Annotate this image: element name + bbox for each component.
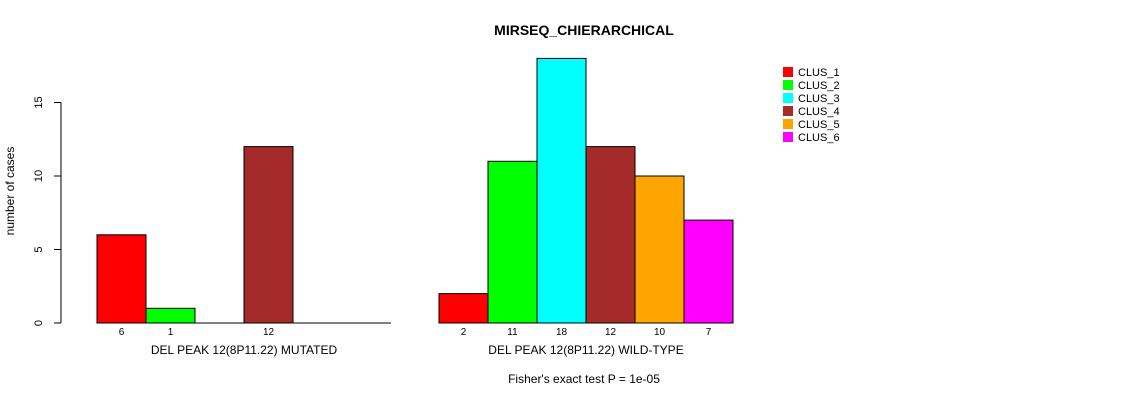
bar-count-label: 12 <box>605 327 617 338</box>
bar-clus-5 <box>634 175 685 324</box>
y-tick-label: 15 <box>33 96 45 108</box>
bar-count-label: 7 <box>706 327 712 338</box>
chart-title: MIRSEQ_CHIERARCHICAL <box>494 22 674 38</box>
legend-swatch <box>783 67 793 77</box>
legend-entry: CLUS_3 <box>798 93 840 105</box>
legend-swatch <box>783 93 793 103</box>
bar-clus-1 <box>96 234 147 324</box>
y-axis-label: number of cases <box>3 147 17 236</box>
legend-swatch <box>783 119 793 129</box>
legend-entry: CLUS_1 <box>798 67 840 79</box>
bar-clus-2 <box>145 307 196 324</box>
bar-count-label: 6 <box>119 327 125 338</box>
legend-swatch <box>783 106 793 116</box>
bar-count-label: 11 <box>507 327 518 338</box>
y-tick-label: 0 <box>33 320 45 326</box>
bar-count-label: 2 <box>461 327 467 338</box>
legend-entry: CLUS_4 <box>798 106 840 118</box>
y-axis: 0 5 10 15 <box>33 96 62 326</box>
bar-clus-4 <box>585 146 636 324</box>
legend-entry: CLUS_2 <box>798 80 840 92</box>
bar-count-label: 1 <box>168 327 174 338</box>
group-x-label: DEL PEAK 12(8P11.22) WILD-TYPE <box>488 343 683 357</box>
legend-entry: CLUS_5 <box>798 119 840 131</box>
bar-count-label: 12 <box>263 327 275 338</box>
legend-entry: CLUS_6 <box>798 132 840 144</box>
group-x-label: DEL PEAK 12(8P11.22) MUTATED <box>151 343 338 357</box>
x-axis-labels: 6 1 12 DEL PEAK 12(8P11.22) MUTATED 2 11 18 12 1… <box>119 327 712 357</box>
bar-clus-2 <box>487 160 538 324</box>
bar-clus-6 <box>683 219 734 324</box>
bar-clus-1 <box>438 293 489 324</box>
bar-clus-4 <box>243 146 294 324</box>
legend-swatch <box>783 132 793 142</box>
fisher-test-annotation: Fisher's exact test P = 1e-05 <box>508 372 660 386</box>
bar-count-label: 18 <box>556 327 568 338</box>
bars <box>96 57 734 324</box>
y-tick-label: 5 <box>33 246 45 252</box>
bar-count-label: 10 <box>654 327 666 338</box>
bar-clus-3 <box>536 57 587 324</box>
legend-swatch <box>783 80 793 90</box>
y-tick-label: 10 <box>33 170 45 182</box>
